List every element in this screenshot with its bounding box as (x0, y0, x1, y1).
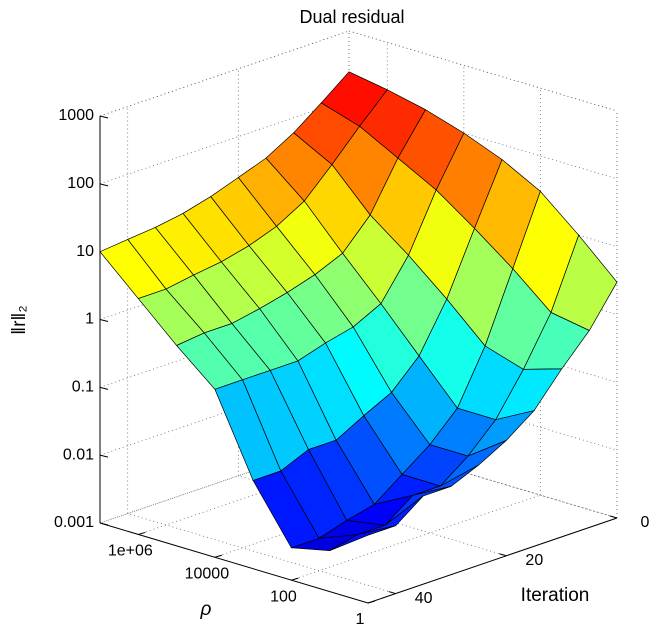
x-axis-label: Iteration (521, 585, 590, 606)
y-tick-label: 10000 (185, 566, 230, 583)
x-axis (367, 517, 618, 604)
grid-line (99, 30, 350, 117)
z-tick-label: 0.001 (54, 514, 94, 531)
y-axis (99, 522, 369, 604)
y-tick-label: 100 (270, 588, 297, 605)
z-tick-label: 1000 (58, 107, 94, 124)
x-tick (499, 553, 507, 557)
z-tick (99, 454, 109, 458)
x-tick-label: 40 (415, 590, 433, 607)
z-tick-label: 100 (67, 175, 94, 192)
y-tick (138, 531, 146, 535)
y-tick (367, 600, 376, 604)
y-axis-label: ρ (200, 599, 212, 620)
z-tick-label: 10 (76, 243, 94, 260)
z-tick-label: 1 (85, 311, 94, 328)
z-tick (99, 386, 109, 390)
z-tick (99, 319, 109, 322)
x-tick (388, 591, 396, 595)
z-tick (99, 522, 109, 526)
y-tick-label: 1e+06 (108, 543, 153, 560)
surface-patch (329, 525, 396, 552)
x-tick (609, 515, 618, 519)
x-tick-label: 0 (641, 514, 650, 531)
y-tick (214, 554, 222, 558)
chart-title: Dual residual (299, 7, 404, 27)
y-tick-label: 1 (356, 611, 365, 628)
x-tick-label: 20 (525, 552, 543, 569)
z-axis-label: ‖r‖₂ (9, 305, 30, 334)
z-tick-label: 0.1 (72, 379, 94, 396)
y-tick (291, 577, 299, 581)
z-tick (99, 183, 109, 187)
z-tick-label: 0.01 (63, 446, 94, 463)
z-tick (99, 115, 109, 119)
